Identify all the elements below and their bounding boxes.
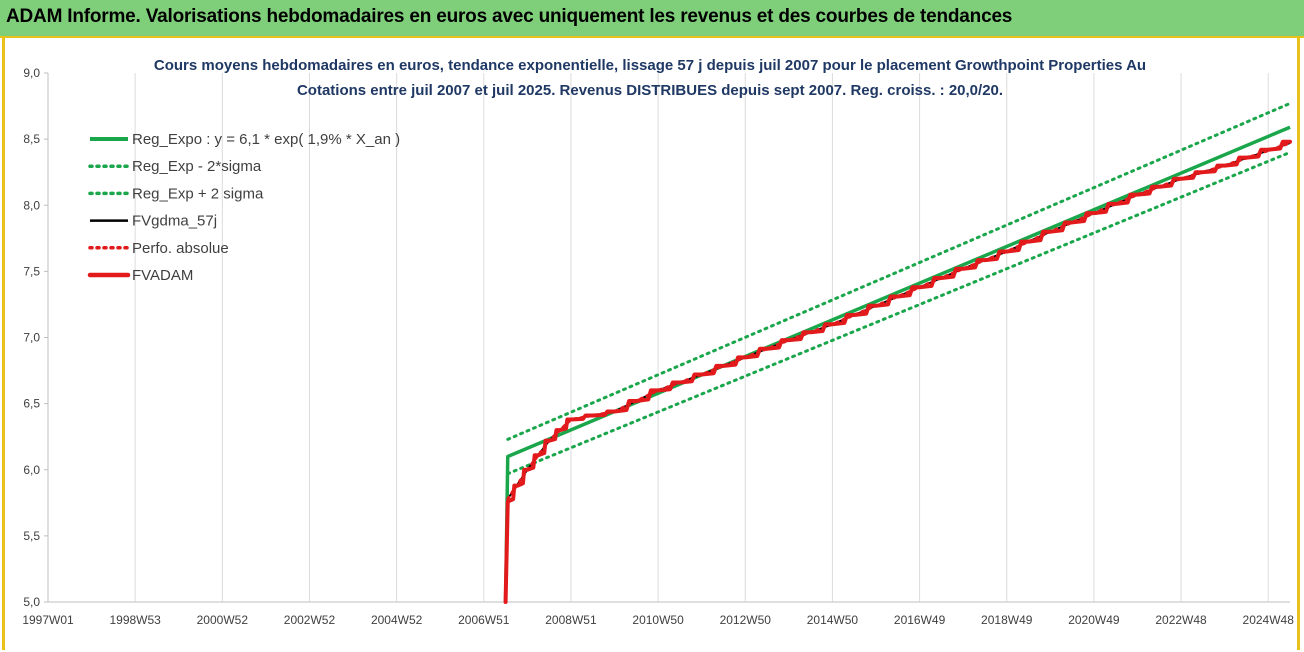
y-tick-label: 7,0 [23, 331, 40, 345]
y-tick-label: 9,0 [23, 66, 40, 80]
x-tick-label: 2000W52 [197, 613, 249, 627]
chart-frame [2, 38, 1300, 650]
x-tick-label: 2024W48 [1243, 613, 1295, 627]
legend-label: FVADAM [132, 267, 193, 284]
chart-subtitle: Cotations entre juil 2007 et juil 2025. … [297, 82, 1003, 99]
x-tick-label: 2004W52 [371, 613, 423, 627]
x-tick-label: 2022W48 [1155, 613, 1207, 627]
series-line-4 [506, 141, 1292, 501]
y-tick-label: 7,5 [23, 264, 40, 278]
y-tick-label: 6,5 [23, 397, 40, 411]
report-header: ADAM Informe. Valorisations hebdomadaire… [0, 0, 1304, 38]
series-line-5 [503, 139, 1292, 604]
legend-label: Reg_Exp + 2 sigma [132, 185, 264, 202]
series-line-3 [506, 142, 1291, 500]
legend-label: Perfo. absolue [132, 240, 229, 257]
legend-label: Reg_Expo : y = 6,1 * exp( 1,9% * X_an ) [132, 131, 400, 148]
x-tick-label: 1998W53 [109, 613, 161, 627]
x-tick-label: 2008W51 [545, 613, 597, 627]
x-tick-label: 2014W50 [807, 613, 859, 627]
x-tick-label: 1997W01 [22, 613, 74, 627]
x-tick-label: 2002W52 [284, 613, 336, 627]
y-tick-label: 8,5 [23, 132, 40, 146]
y-tick-label: 5,0 [23, 595, 40, 609]
x-tick-label: 2020W49 [1068, 613, 1120, 627]
report-title: ADAM Informe. Valorisations hebdomadaire… [6, 6, 1013, 27]
series-line-0 [503, 125, 1291, 603]
legend-label: FVgdma_57j [132, 213, 217, 230]
y-tick-label: 6,0 [23, 463, 40, 477]
y-tick-label: 8,0 [23, 198, 40, 212]
legend-label: Reg_Exp - 2*sigma [132, 158, 262, 175]
x-tick-label: 2016W49 [894, 613, 946, 627]
x-tick-label: 2010W50 [632, 613, 684, 627]
x-tick-label: 2012W50 [720, 613, 772, 627]
series-line-1 [506, 150, 1292, 476]
chart-title: Cours moyens hebdomadaires en euros, ten… [154, 57, 1146, 74]
x-tick-label: 2018W49 [981, 613, 1033, 627]
x-tick-label: 2006W51 [458, 613, 510, 627]
series-line-2 [506, 101, 1292, 441]
chart-legend: Reg_Expo : y = 6,1 * exp( 1,9% * X_an ) R… [87, 131, 400, 284]
y-tick-label: 5,5 [23, 529, 40, 543]
